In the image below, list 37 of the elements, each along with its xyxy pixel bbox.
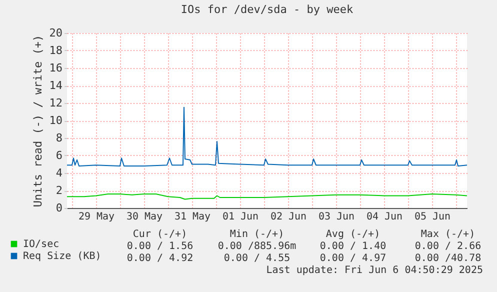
y-tick-label: 6	[56, 149, 62, 162]
x-tick-label: 03 Jun	[318, 212, 355, 222]
text: 0.00 / 1.56	[126, 241, 194, 252]
text: 0.00 /40.78	[414, 253, 482, 264]
x-tick-label: 29 May	[78, 212, 115, 222]
y-tick-label: 14	[49, 79, 63, 92]
y-tick-label: 16	[49, 62, 62, 74]
text: Avg (-/+)	[326, 229, 380, 240]
x-tick-label: 01 Jun	[222, 212, 259, 222]
text: Cur (-/+)	[132, 229, 188, 240]
y-tick-label: 10	[49, 114, 62, 127]
x-tick-label: 05 Jun	[414, 212, 451, 222]
x-tick-label: 31 May	[174, 212, 211, 222]
y-axis-title: Units read (-) / write (+)	[31, 34, 44, 208]
text: Min (-/+)	[230, 229, 284, 240]
legend-label: Req Size (KB)	[23, 251, 102, 262]
x-tick-label: 30 May	[126, 212, 163, 222]
text: Max (-/+)	[420, 229, 476, 240]
y-tick-label: 12	[49, 96, 62, 110]
y-tick-label: 4	[56, 166, 63, 180]
x-tick-label: 02 Jun	[270, 212, 307, 222]
y-tick-label: 18	[49, 44, 62, 57]
y-tick-label: 2	[56, 184, 62, 197]
y-tick-label: 0	[56, 202, 62, 214]
line-series	[67, 106, 467, 166]
y-tick-label: 20	[49, 26, 62, 40]
text: Last update: Fri Jun 6 04:50:29 2025	[266, 265, 483, 276]
text: 0.00 / 4.97	[320, 253, 386, 264]
x-tick-label: 04 Jun	[366, 212, 403, 222]
text: 0.00 / 2.66	[414, 241, 482, 252]
chart-title: IOs for /dev/sda - by week	[180, 3, 354, 16]
legend-label: IO/sec	[23, 239, 60, 250]
text: 0.00 / 4.92	[126, 253, 194, 264]
text: 0.00 /885.96m	[218, 241, 296, 252]
y-tick-label: 8	[56, 132, 62, 144]
text: 0.00 / 4.55	[224, 253, 290, 264]
text: 0.00 / 1.40	[320, 241, 386, 252]
